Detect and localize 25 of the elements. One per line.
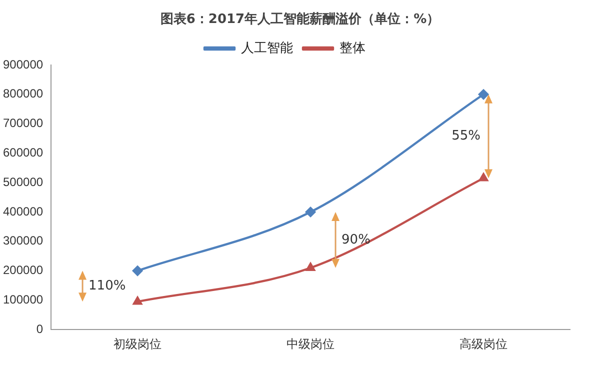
point (132, 266, 143, 276)
annotation: 55% (452, 128, 481, 144)
point (478, 89, 489, 100)
x-tick-label: 高级岗位 (460, 337, 508, 352)
chart-title: 图表6：2017年人工智能薪酬溢价（单位：%） (159, 11, 441, 29)
y-tick-label: 300000 (2, 234, 44, 248)
point (306, 262, 316, 271)
y-tick-label: 700000 (2, 116, 44, 130)
annotation: 90% (342, 232, 370, 248)
point (305, 206, 316, 218)
point (132, 296, 142, 305)
y-tick-label: 900000 (2, 57, 44, 72)
x-tick-label: 中级岗位 (286, 337, 335, 352)
y-tick-label: 0 (36, 322, 44, 336)
y-tick-label: 100000 (2, 292, 44, 307)
y-tick-label: 200000 (2, 263, 44, 278)
y-tick-label: 800000 (2, 86, 44, 101)
y-tick-label: 600000 (2, 146, 44, 160)
legend-label: 人工智能 (241, 40, 293, 56)
point (478, 173, 488, 182)
legend-label: 整体 (340, 40, 366, 56)
annotation: 110% (88, 278, 126, 294)
x-tick-label: 初级岗位 (114, 337, 162, 352)
y-tick-label: 400000 (2, 204, 44, 218)
y-tick-label: 500000 (2, 174, 44, 189)
